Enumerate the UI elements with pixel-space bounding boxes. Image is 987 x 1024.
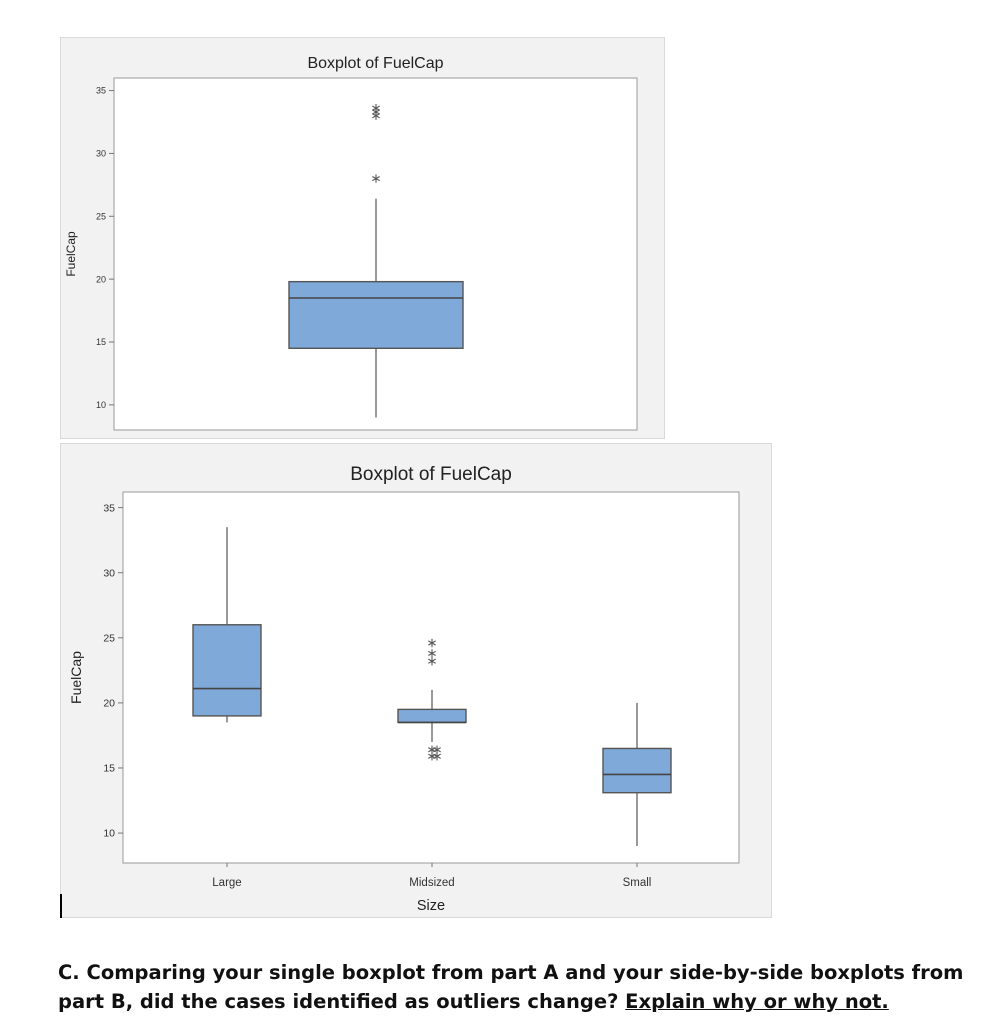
- single-boxplot-panel: Boxplot of FuelCap FuelCap 10 15 20 25 30 35: [60, 37, 665, 439]
- question-text: C. Comparing your single boxplot from pa…: [58, 958, 978, 1016]
- chart2-x-category-label: Small: [623, 877, 652, 889]
- chart1-y-tick-label: 30: [96, 149, 106, 159]
- chart2-y-tick-label: 20: [103, 698, 115, 710]
- chart1-y-axis-label: FuelCap: [64, 231, 78, 277]
- chart2-box-large-iqr-box: [192, 624, 262, 717]
- chart2-box-midsized-outlier: [433, 745, 441, 754]
- chart2-title: Boxplot of FuelCap: [350, 464, 512, 485]
- chart2-box-midsized-iqr-box: [397, 708, 467, 724]
- chart2-box-midsized-outlier: [428, 649, 436, 658]
- chart2-y-tick-label: 15: [103, 763, 115, 775]
- chart2-y-tick-label: 10: [103, 828, 115, 840]
- chart2-y-tick-label: 35: [103, 502, 115, 514]
- chart1-y-tick-label: 20: [96, 274, 106, 284]
- chart2-x-category-label: Midsized: [409, 877, 454, 889]
- chart2-y-tick-label: 30: [103, 567, 115, 579]
- chart2-x-category-label: Large: [212, 877, 241, 889]
- question-underlined: Explain why or why not.: [625, 990, 889, 1013]
- chart2-y-tick-label: 25: [103, 632, 115, 644]
- chart1-y-tick-label: 35: [96, 86, 106, 96]
- chart2-box-small-iqr-box: [602, 747, 672, 794]
- chart1-box-fuelcap-iqr-box: [288, 280, 464, 349]
- chart1-y-tick-label: 10: [96, 400, 106, 410]
- single-boxplot-chart: Boxplot of FuelCap FuelCap 10 15 20 25 30 35: [64, 55, 638, 431]
- text-cursor: [60, 894, 62, 918]
- chart1-y-tick-label: 25: [96, 211, 106, 221]
- chart2-box-midsized-outlier: [428, 657, 436, 666]
- chart1-title: Boxplot of FuelCap: [307, 55, 443, 72]
- side-by-side-boxplot-panel: Boxplot of FuelCap FuelCap 10 15 20 25 30 35 Lar…: [60, 443, 772, 918]
- chart2-x-axis-label: Size: [417, 898, 445, 914]
- chart2-box-midsized-outlier: [428, 638, 436, 648]
- question-prefix: C. Comparing your single boxplot from pa…: [58, 961, 964, 1013]
- chart1-box-fuelcap-outlier: [372, 174, 380, 183]
- chart2-y-axis-label: FuelCap: [68, 651, 84, 704]
- side-by-side-boxplot-chart: Boxplot of FuelCap FuelCap 10 15 20 25 30 35 Lar…: [68, 464, 740, 914]
- chart1-y-tick-label: 15: [96, 337, 106, 347]
- chart1-box-fuelcap-outlier: [372, 103, 380, 113]
